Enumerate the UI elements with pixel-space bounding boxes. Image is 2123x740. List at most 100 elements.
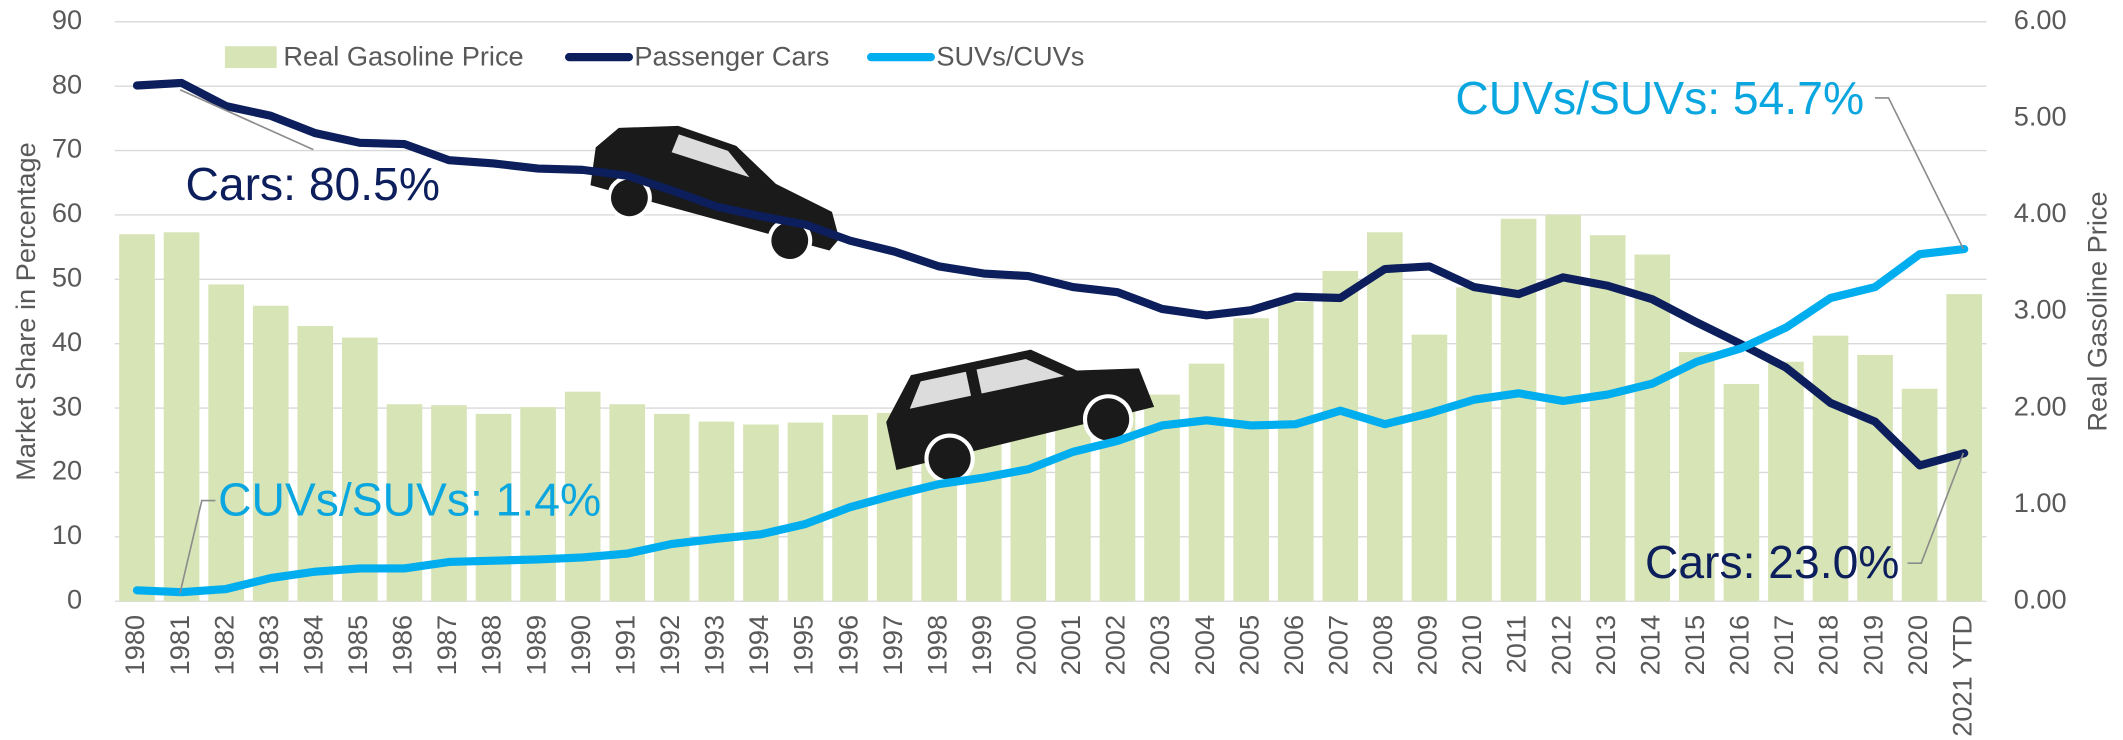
x-tick-label: 1985: [342, 615, 373, 675]
bar: [252, 305, 289, 602]
x-tick-label: 1987: [431, 615, 462, 675]
bar: [1723, 383, 1760, 602]
y-tick-label: 90: [52, 4, 82, 35]
y-tick-label: 60: [52, 197, 82, 228]
x-tick-label: 1997: [877, 615, 908, 675]
bar: [208, 284, 244, 602]
legend-swatch: [224, 46, 277, 69]
x-tick-label: 1980: [119, 615, 150, 675]
annotation: CUVs/SUVs: 1.4%: [218, 474, 601, 526]
bar: [1678, 352, 1715, 602]
bar: [1946, 294, 1983, 602]
x-tick-label: 1995: [788, 615, 819, 675]
x-tick-label: 2000: [1011, 615, 1042, 675]
x-tick-label: 2002: [1100, 615, 1131, 675]
y2-tick-label: 3.00: [2014, 294, 2067, 325]
bar: [1188, 363, 1225, 602]
annotation-leader: [179, 89, 314, 151]
x-tick-label: 2013: [1590, 615, 1621, 675]
bar: [1901, 388, 1938, 602]
bar: [520, 407, 556, 602]
x-tick-label: 2021 YTD: [1946, 615, 1977, 737]
bar: [1233, 318, 1269, 602]
y-tick-label: 20: [52, 455, 82, 486]
x-tick-label: 2011: [1501, 615, 1532, 673]
x-tick-label: 2014: [1634, 615, 1665, 675]
annotation-leader: [1907, 452, 1965, 564]
y2-tick-label: 5.00: [2014, 101, 2067, 132]
x-tick-label: 1990: [565, 615, 596, 675]
line-series: [132, 78, 1969, 470]
bar: [119, 234, 155, 602]
bar: [1545, 214, 1581, 602]
x-tick-label: 1999: [966, 615, 997, 675]
x-tick-label: 2009: [1412, 615, 1443, 675]
x-tick-label: 1984: [297, 615, 328, 675]
x-tick-label: 2019: [1857, 615, 1888, 675]
y-tick-label: 0: [67, 583, 82, 614]
x-tick-label: 2016: [1724, 615, 1755, 675]
x-tick-label: 2015: [1679, 615, 1710, 675]
bar: [1500, 218, 1537, 602]
x-tick-label: 2005: [1233, 615, 1264, 675]
y-tick-label: 10: [52, 519, 82, 550]
annotation: Cars: 80.5%: [185, 158, 440, 210]
bar: [1322, 270, 1359, 602]
y2-axis-title: Real Gasoline Price: [2082, 191, 2113, 431]
bar: [1812, 335, 1849, 602]
bar: [342, 337, 378, 602]
x-tick-label: 2003: [1144, 615, 1175, 675]
bar: [1589, 235, 1626, 602]
y2-tick-label: 1.00: [2014, 487, 2067, 518]
y-axis-title: Market Share in Percentage: [10, 142, 41, 481]
bar: [609, 404, 646, 602]
legend-label: SUVs/CUVs: [936, 41, 1084, 72]
sedan-icon: [590, 125, 840, 264]
x-tick-label: 2007: [1322, 615, 1353, 675]
x-tick-label: 1994: [743, 615, 774, 675]
annotation: Cars: 23.0%: [1645, 536, 1900, 588]
x-tick-label: 1988: [476, 615, 507, 675]
y-tick-label: 40: [52, 326, 82, 357]
bar: [1768, 361, 1804, 602]
bar: [1857, 354, 1893, 602]
y2-tick-label: 0.00: [2014, 583, 2067, 614]
x-tick-label: 1993: [699, 615, 730, 675]
x-tick-label: 2020: [1902, 615, 1933, 675]
annotation-leader: [1874, 97, 1965, 250]
annotation: CUVs/SUVs: 54.7%: [1455, 72, 1864, 124]
x-tick-label: 1982: [208, 615, 239, 675]
bar: [564, 391, 601, 602]
x-tick-label: 1983: [253, 615, 284, 675]
x-tick-label: 2018: [1813, 615, 1844, 675]
bar: [1456, 287, 1492, 602]
x-tick-label: 1986: [387, 615, 418, 675]
suv-icon: [886, 349, 1155, 484]
y-tick-label: 30: [52, 390, 82, 421]
x-tick-label: 1989: [520, 615, 551, 675]
x-tick-label: 1981: [164, 615, 195, 675]
bar: [297, 325, 334, 602]
line-series: [132, 244, 1969, 597]
bar: [787, 422, 824, 602]
bar: [1277, 301, 1314, 602]
bar: [163, 232, 200, 602]
bar: [743, 424, 779, 602]
bar: [653, 413, 690, 602]
bar: [475, 413, 512, 602]
y2-tick-label: 4.00: [2014, 197, 2067, 228]
bar: [1411, 334, 1448, 602]
x-tick-label: 1992: [654, 615, 685, 675]
x-tick-label: 2017: [1768, 615, 1799, 675]
x-tick-label: 1998: [921, 615, 952, 675]
y2-tick-label: 2.00: [2014, 390, 2067, 421]
y2-tick-label: 6.00: [2014, 4, 2067, 35]
bar: [431, 405, 467, 602]
y-tick-label: 70: [52, 133, 82, 164]
bar: [698, 421, 735, 602]
x-tick-label: 2012: [1545, 615, 1576, 675]
x-tick-label: 2008: [1367, 615, 1398, 675]
x-tick-label: 2010: [1456, 615, 1487, 675]
x-tick-label: 1991: [609, 615, 640, 675]
